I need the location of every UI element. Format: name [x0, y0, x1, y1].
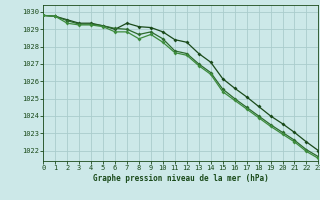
X-axis label: Graphe pression niveau de la mer (hPa): Graphe pression niveau de la mer (hPa)	[93, 174, 269, 183]
